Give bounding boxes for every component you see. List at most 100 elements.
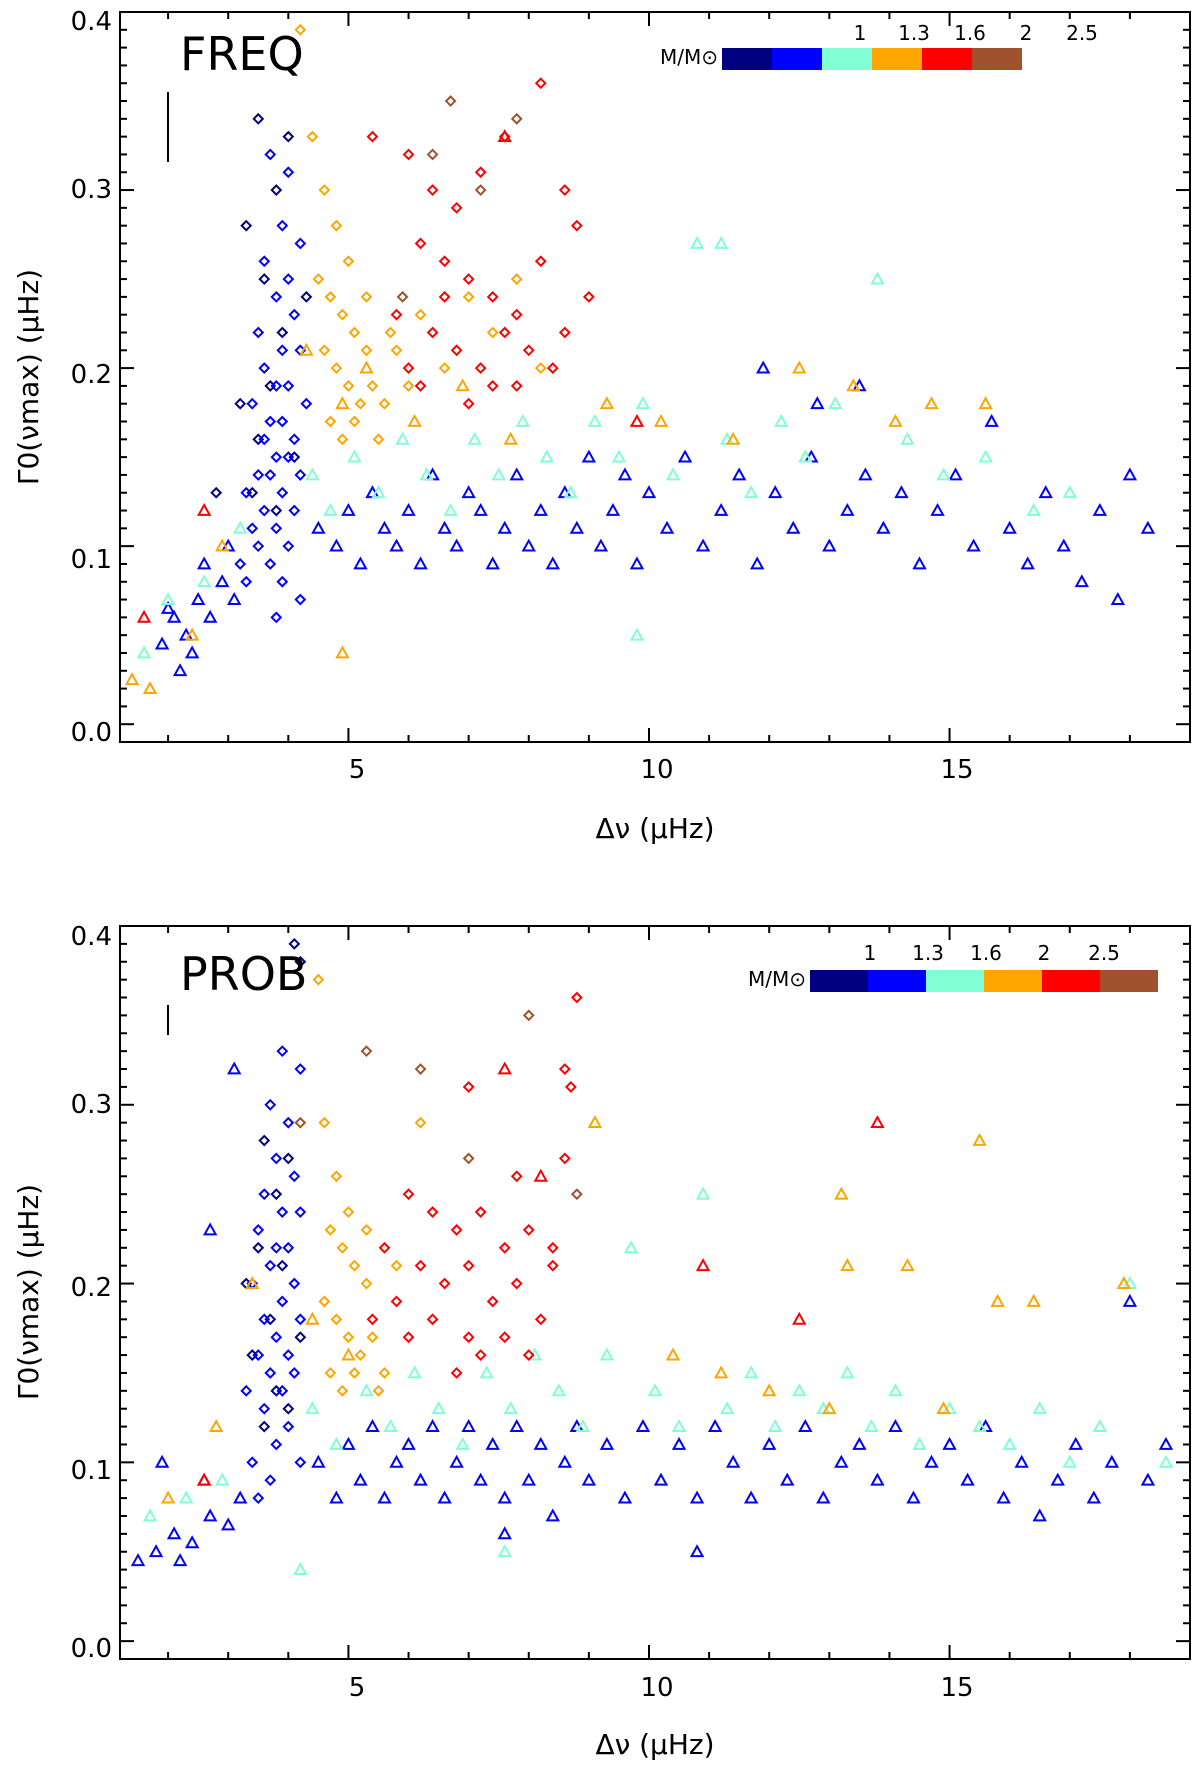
point-triangle-s3-28: [912, 1436, 927, 1450]
point-triangle-s2-29: [521, 538, 536, 552]
point-diamond-s5-27: [360, 290, 373, 303]
point-triangle-s2-52: [906, 1490, 921, 1504]
point-triangle-s3-2: [214, 1472, 230, 1486]
point-triangle-s4-2: [245, 1276, 260, 1289]
colorbar-segments-prob: [810, 970, 1158, 992]
point-triangle-s3-15: [563, 485, 579, 499]
point-triangle-s2-68: [497, 1526, 512, 1540]
point-diamond-s1-21: [282, 451, 295, 464]
point-triangle-s2-58: [1014, 1454, 1029, 1468]
point-triangle-s2-63: [1104, 1454, 1120, 1468]
point-triangle-s4-16: [924, 396, 939, 410]
point-diamond-s6-0: [366, 130, 379, 143]
colorbar-tick-0: 1: [864, 941, 877, 965]
point-triangle-s3-23: [774, 413, 789, 427]
point-diamond-s6-20: [462, 1331, 475, 1344]
point-diamond-s1-9: [276, 344, 289, 357]
point-diamond-s1-16: [258, 1313, 271, 1326]
x-tick-label-2: 15: [940, 1673, 973, 1703]
point-diamond-s6-16: [582, 290, 595, 303]
point-diamond-s5-3: [342, 1206, 355, 1218]
point-diamond-s1-12: [264, 1259, 277, 1272]
point-triangle-s3-33: [1062, 1454, 1077, 1468]
point-diamond-s1-0: [276, 1045, 289, 1058]
point-triangle-s2-4: [202, 609, 218, 623]
point-triangle-s3-37: [293, 1562, 308, 1576]
point-diamond-s5-19: [390, 1259, 403, 1272]
point-triangle-s2-43: [743, 1490, 759, 1504]
point-triangle-s2-42: [725, 1454, 741, 1468]
point-diamond-s1-19: [282, 1349, 295, 1361]
point-triangle-s3-32: [1032, 1401, 1047, 1415]
point-triangle-s2-8: [196, 556, 212, 570]
point-triangle-s3-2: [196, 574, 212, 588]
point-triangle-s4-14: [846, 378, 861, 392]
point-diamond-s5-3: [330, 219, 343, 232]
point-diamond-s5-11: [330, 362, 343, 375]
point-triangle-s2-35: [593, 538, 609, 552]
point-triangle-s4-6: [359, 360, 374, 374]
point-triangle-s2-66: [1158, 1436, 1174, 1450]
point-triangle-s3-27: [900, 431, 915, 445]
point-diamond-s6-15: [558, 326, 571, 339]
point-diamond-s0-6: [276, 1259, 289, 1272]
point-triangle-s2-67: [689, 1544, 705, 1558]
y-tick-label-1: 0.1: [71, 1456, 112, 1486]
point-triangle-s3-21: [743, 1365, 759, 1379]
y-axis-title-prob: Γ0(νmax) (μHz): [12, 1184, 45, 1400]
colorbar-segment-0: [722, 48, 772, 70]
point-diamond-s0-11: [210, 486, 223, 499]
point-diamond-s1-5: [288, 1170, 301, 1183]
point-diamond-s6-1: [558, 1063, 571, 1075]
point-diamond-s6-12: [486, 290, 499, 303]
point-triangle-s7-0: [196, 1472, 212, 1486]
point-diamond-s5-17: [336, 433, 349, 446]
point-triangle-s2-38: [629, 556, 645, 570]
point-diamond-s0-8: [264, 1313, 277, 1326]
point-triangle-s3-19: [695, 1186, 711, 1200]
point-triangle-s2-45: [780, 1472, 795, 1486]
point-triangle-s2-55: [930, 502, 945, 516]
point-diamond-s5-9: [360, 344, 373, 357]
point-triangle-s2-40: [689, 1490, 705, 1504]
point-triangle-s3-6: [347, 449, 362, 463]
point-diamond-s8-4: [396, 290, 409, 303]
point-diamond-s1-14: [300, 397, 313, 410]
point-triangle-s2-13: [329, 538, 344, 552]
point-diamond-s6-9: [522, 1224, 535, 1236]
point-diamond-s8-3: [474, 184, 487, 196]
point-diamond-s0-10: [246, 1349, 259, 1361]
point-diamond-s8-4: [570, 1188, 583, 1201]
point-triangle-s3-33: [713, 235, 729, 249]
point-triangle-s2-38: [653, 1472, 669, 1486]
point-triangle-s2-34: [581, 449, 597, 463]
point-triangle-s2-26: [485, 1436, 500, 1450]
point-diamond-s8-0: [294, 1116, 307, 1129]
point-diamond-s0-3: [240, 219, 253, 232]
point-triangle-s7-0: [136, 609, 152, 623]
colorbar-tick-3: 2: [1038, 941, 1051, 965]
point-diamond-s6-25: [462, 397, 475, 410]
point-triangle-s2-53: [894, 485, 909, 499]
x-tick-label-0: 5: [349, 755, 366, 785]
point-triangle-s2-66: [1122, 467, 1138, 481]
point-triangle-s4-15: [888, 413, 903, 427]
point-diamond-s1-1: [282, 166, 295, 179]
point-diamond-s5-20: [390, 344, 403, 357]
point-diamond-s1-3: [282, 1116, 295, 1129]
point-triangle-s3-34: [1092, 1419, 1108, 1432]
point-diamond-s6-17: [534, 1313, 547, 1326]
point-triangle-s2-61: [1068, 1436, 1083, 1450]
point-diamond-s1-18: [288, 433, 301, 446]
point-triangle-s4-4: [299, 342, 314, 356]
point-triangle-s2-29: [521, 1472, 536, 1486]
point-triangle-s3-31: [1062, 485, 1077, 499]
point-diamond-s5-24: [486, 326, 499, 339]
point-diamond-s1-23: [276, 1384, 289, 1397]
point-diamond-s0-13: [300, 290, 313, 303]
point-diamond-s1-13: [288, 1277, 301, 1290]
y-axis-title-freq: Γ0(νmax) (μHz): [12, 269, 45, 485]
point-triangle-s3-23: [792, 1383, 807, 1397]
point-diamond-s1-31: [282, 540, 295, 553]
panel-label-freq: FREQ: [180, 27, 304, 81]
